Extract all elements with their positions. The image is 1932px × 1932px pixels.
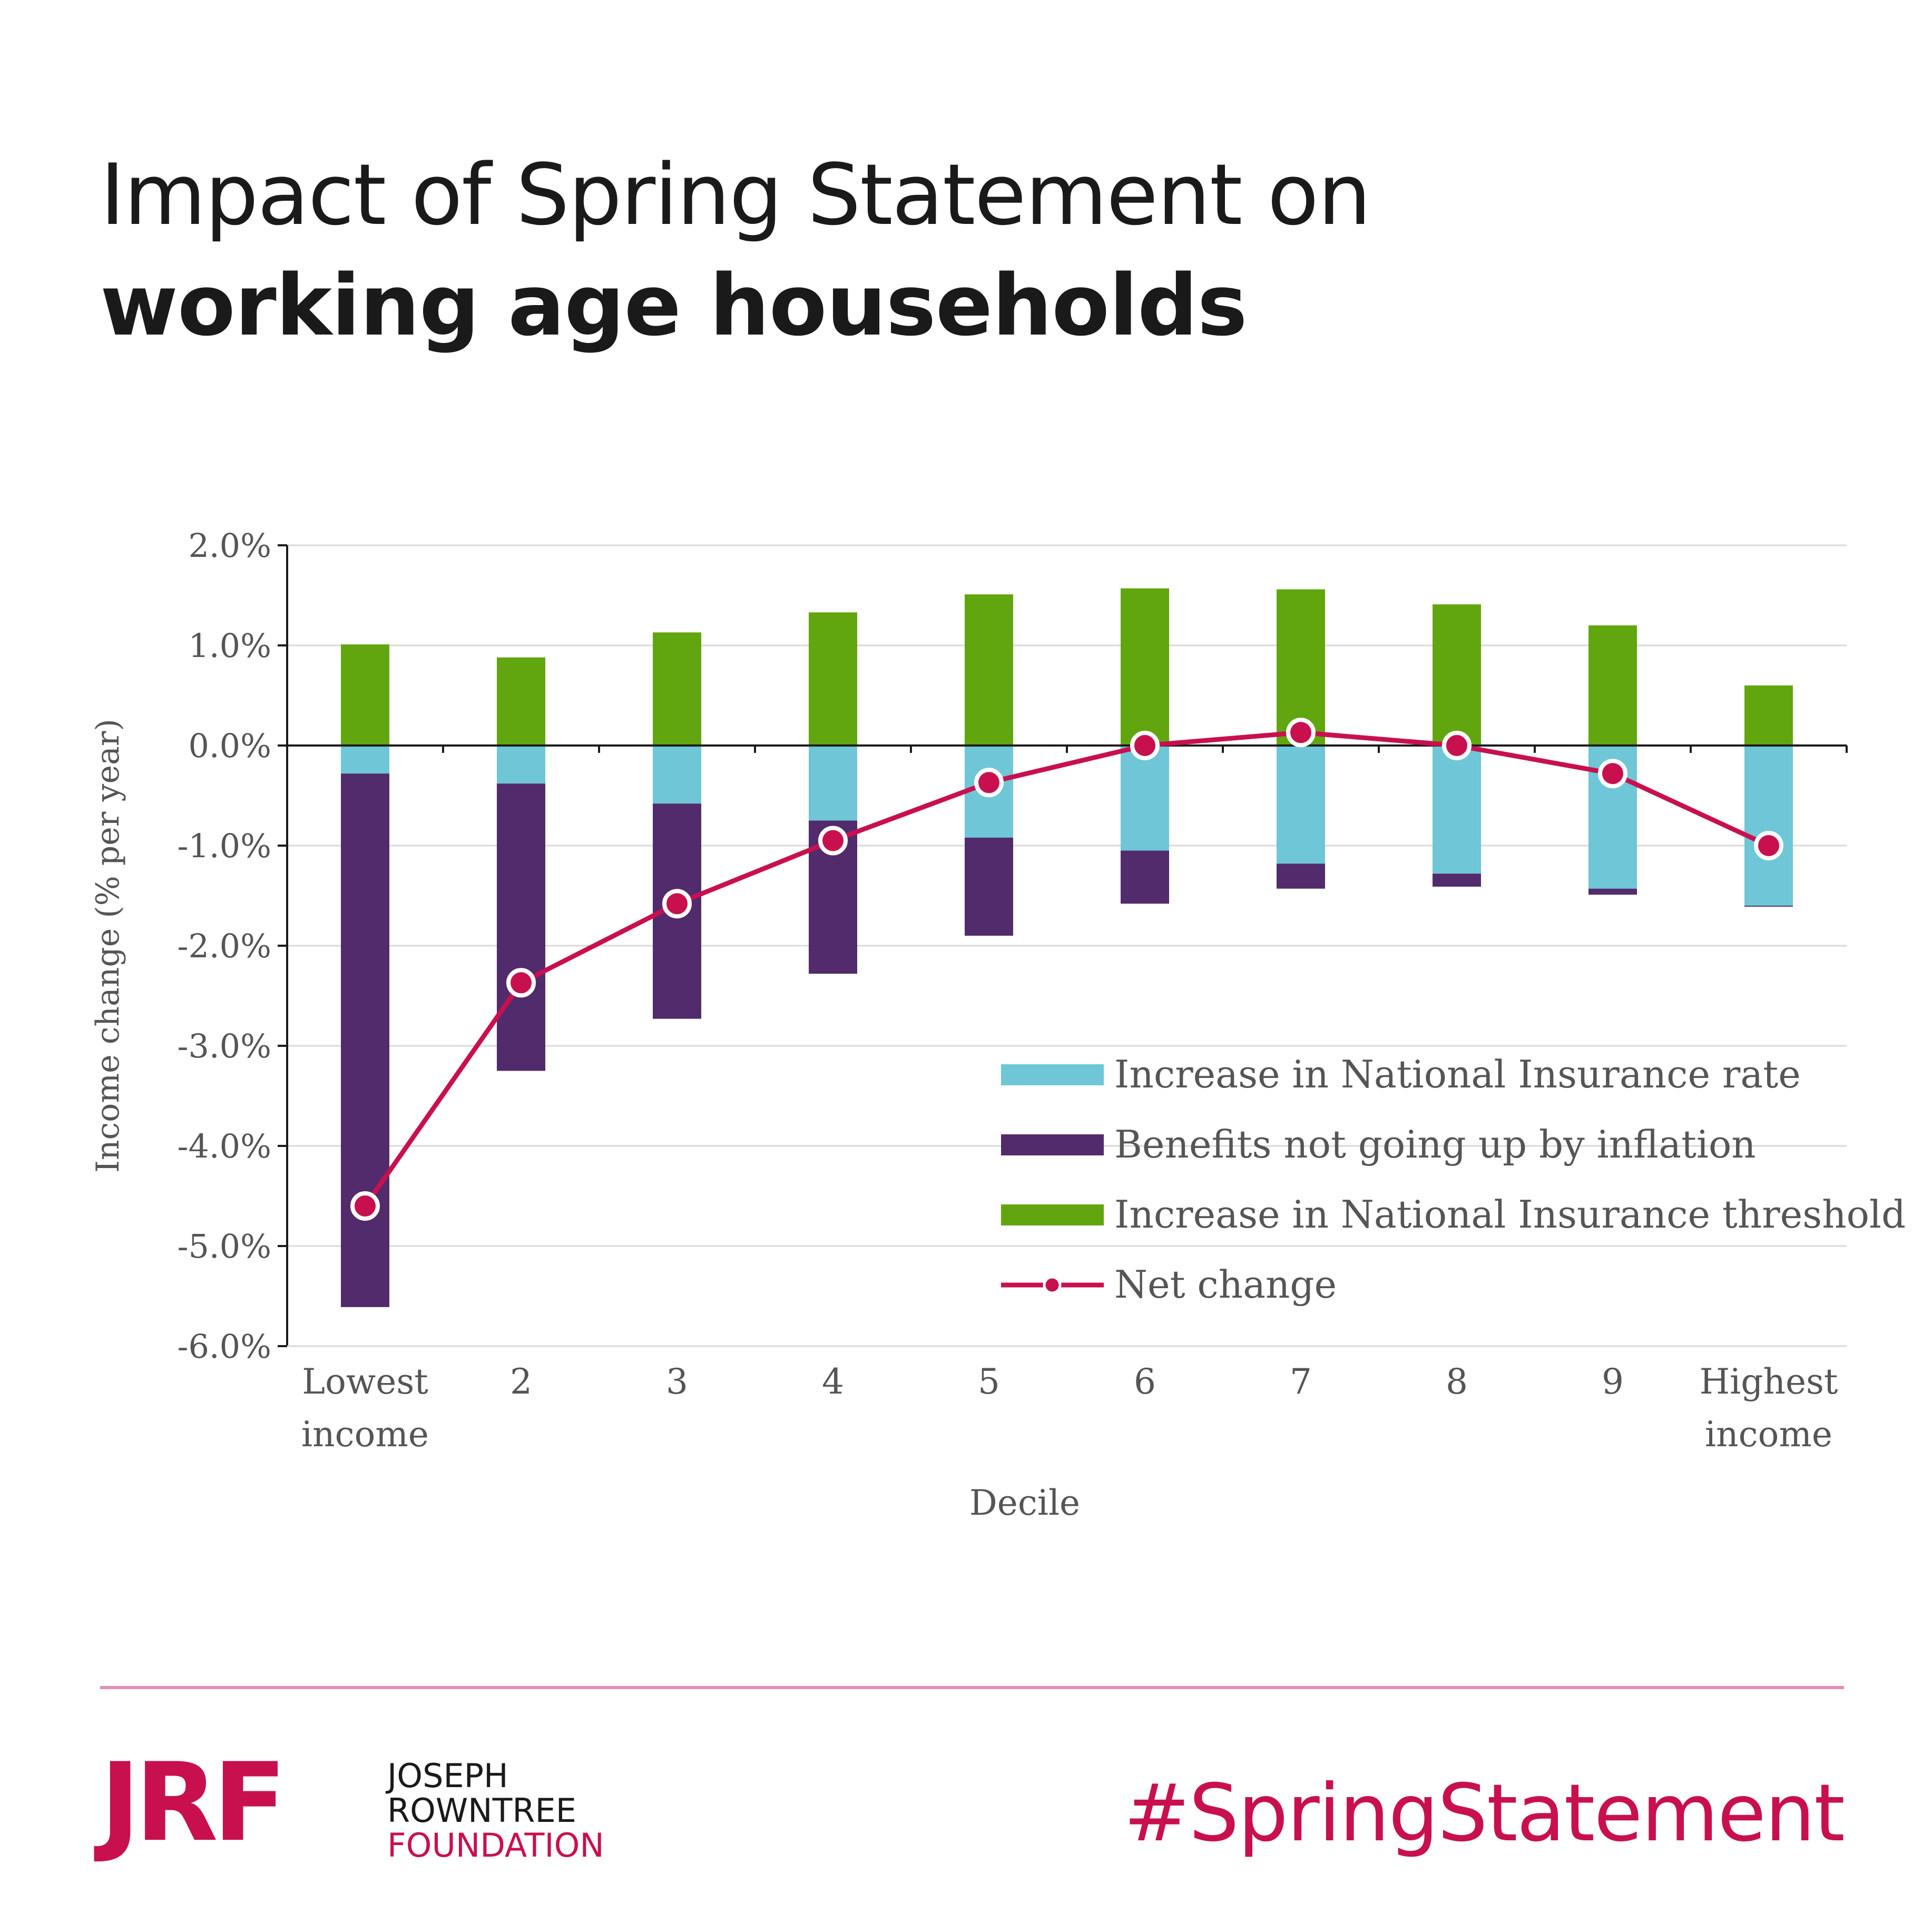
bar-segment [1744,746,1793,906]
net-change-point [974,768,1004,798]
net-change-line [363,730,1770,1208]
legend-swatch [1001,1134,1104,1155]
net-change-point [1598,759,1627,789]
bar-segment [497,783,545,1071]
y-tick-label: -6.0% [178,1327,271,1366]
x-tick-label: income [1705,1414,1832,1455]
x-tick-label: 6 [1134,1361,1156,1402]
y-tick-label: 2.0% [188,526,271,565]
bar-segment [653,632,701,746]
y-tick-label: -5.0% [178,1227,271,1266]
x-tick-label: 2 [510,1361,532,1402]
x-tick-label: 8 [1446,1361,1468,1402]
bar-segment [497,746,545,784]
legend-label: Increase in National Insurance threshold [1114,1192,1906,1237]
y-axis-label: Income change (% per year) [90,719,126,1173]
net-change-point [662,889,692,919]
net-change-point [1754,831,1783,860]
bar-segment [653,746,701,804]
net-change-point [818,826,848,856]
logo-mark: JRF [100,1740,287,1866]
x-tick-label: Lowest [302,1361,428,1402]
bar-segment [1744,685,1793,746]
x-tick-label: 5 [978,1361,1000,1402]
bar-segment [1744,906,1793,907]
bar-segment [965,594,1013,746]
x-axis-label: Decile [969,1483,1080,1523]
net-change-point [506,968,536,998]
x-tick-label: 9 [1602,1361,1624,1402]
bar-segment [809,746,857,821]
bar-segment [341,644,389,746]
bar-segment [1433,604,1481,746]
net-change-point [1130,731,1160,760]
bar-segment [341,746,389,774]
logo-text: JOSEPH ROWNTREE FOUNDATION [387,1759,604,1863]
logo-line-3: FOUNDATION [387,1826,604,1865]
title-line-1: Impact of Spring Statement on [100,145,1371,244]
bar-segment [1277,864,1325,889]
x-tick-label: 7 [1290,1361,1312,1402]
y-tick-label: 1.0% [188,626,271,665]
bar-segment [1121,850,1169,904]
y-tick-label: -1.0% [178,827,271,865]
logo-line-2: ROWNTREE [387,1791,576,1830]
bar-segment [1433,746,1481,874]
bar-segment [1277,746,1325,864]
y-tick-label: 0.0% [188,727,271,765]
legend-swatch [1001,1204,1104,1225]
footer-divider [100,1686,1844,1689]
x-tick-label: 4 [822,1361,844,1402]
bar-segment [341,773,389,1307]
bar-segment [1588,625,1637,746]
title-line-2: working age households [100,256,1248,355]
bar-segment [1433,874,1481,887]
hashtag: #SpringStatement [1123,1768,1845,1859]
y-tick-label: -3.0% [178,1027,271,1065]
bar-segment [1121,746,1169,851]
bar-segment [965,837,1013,936]
net-change-point [1442,731,1472,760]
bar-segment [1588,888,1637,895]
x-tick-label: 3 [666,1361,688,1402]
bar-segment [809,612,857,746]
legend-label: Increase in National Insurance rate [1114,1052,1801,1096]
legend-swatch [1001,1064,1104,1085]
x-tick-label: income [301,1414,429,1455]
y-tick-label: -2.0% [178,927,271,965]
legend-marker [1043,1276,1062,1294]
x-tick-label: Highest [1700,1361,1838,1402]
net-change-point [1286,718,1316,748]
legend-label: Benefits not going up by inflation [1114,1122,1756,1166]
legend-label: Net change [1114,1262,1337,1307]
bar-segment [1121,588,1169,746]
chart-title: Impact of Spring Statement on working ag… [100,142,1371,358]
y-tick-label: -4.0% [178,1127,271,1165]
bar-segment [497,657,545,746]
logo-line-1: JOSEPH [387,1757,508,1795]
net-change-point [350,1191,380,1221]
